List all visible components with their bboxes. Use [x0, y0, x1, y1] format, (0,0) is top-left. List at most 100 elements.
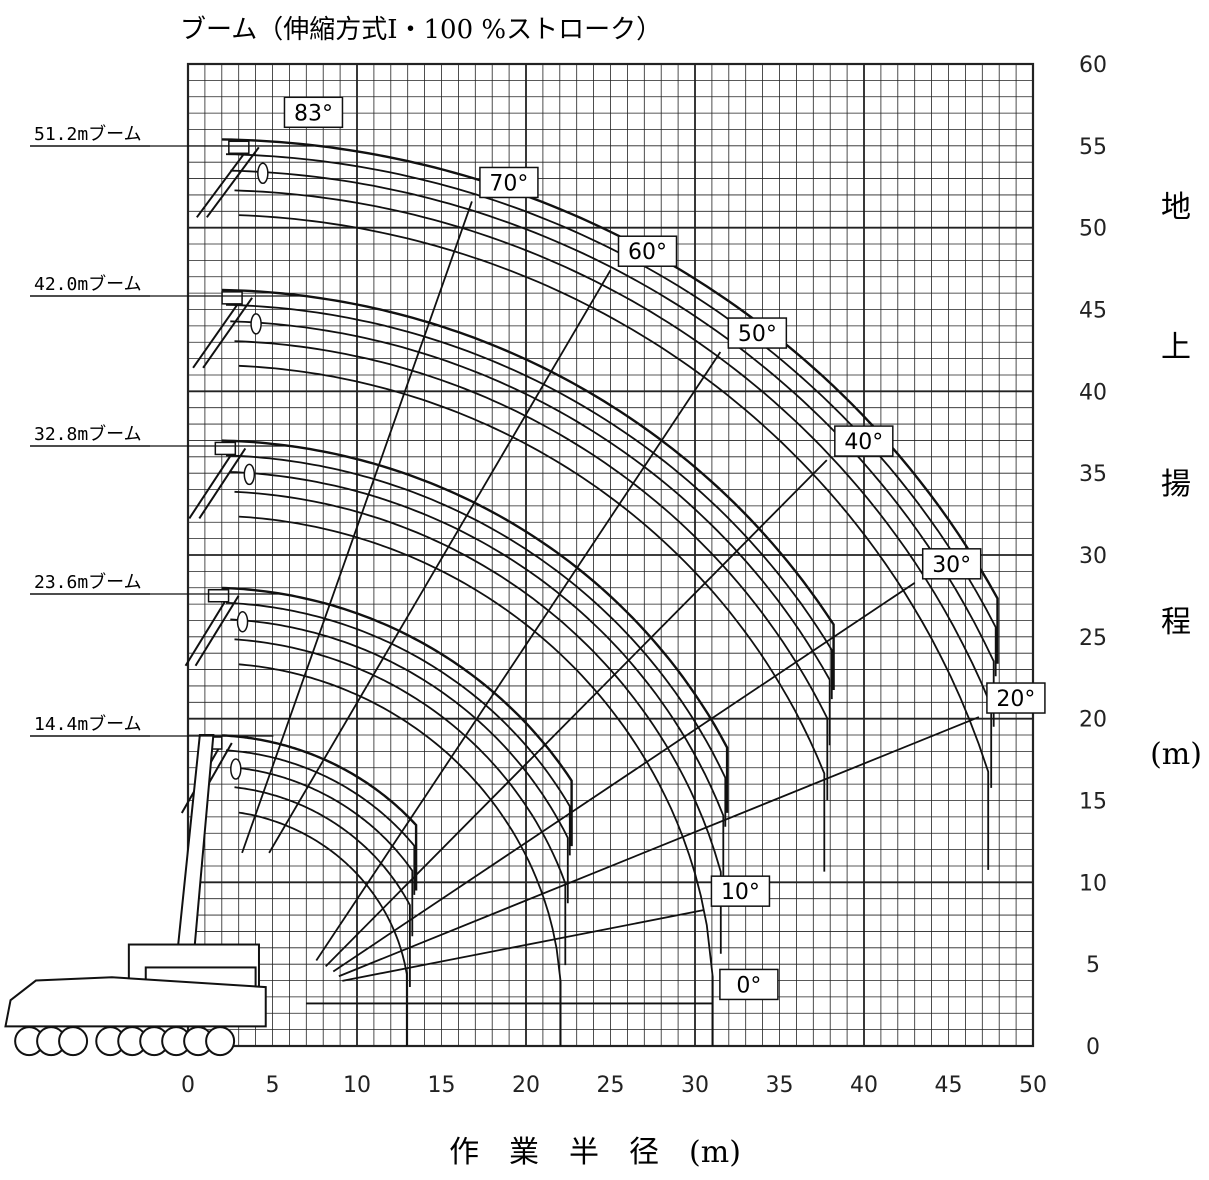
x-tick-label: 10	[343, 1073, 371, 1098]
angle-line	[315, 351, 722, 962]
boom-tip-curve	[225, 454, 727, 827]
boom-tip-curve	[234, 340, 829, 801]
x-tick-label: 40	[850, 1073, 878, 1098]
angle-label-box	[834, 425, 894, 457]
angle-label-box	[986, 682, 1046, 714]
boom-section	[196, 146, 250, 218]
y-tick-label: 50	[1079, 217, 1107, 242]
angle-label-box	[283, 96, 344, 129]
x-tick-label: 30	[681, 1073, 709, 1098]
y-tick-label: 0	[1086, 1035, 1100, 1060]
boom-angle-lines: 0° 10° 20° 30° 40° 50° 60° 70° 83°	[241, 96, 1046, 1005]
boom-head	[214, 441, 237, 456]
x-tick-label: 50	[1019, 1073, 1047, 1098]
series-labels: 14.4mブーム 23.6mブーム 32.8mブーム 42.0mブーム 51.2mブーム	[30, 123, 314, 737]
boom-head	[228, 140, 250, 155]
hook-block	[230, 758, 242, 780]
x-tick-label: 0	[181, 1073, 195, 1098]
grid	[186, 62, 1035, 1048]
y-tick-label: 20	[1079, 708, 1107, 733]
boom-tip-curve	[221, 288, 835, 690]
boom-tip-curve	[221, 734, 418, 891]
angle-line	[325, 459, 828, 967]
axis-ticks: 0 5 10 15 20 25 30 35 40 45 50 0 5 10 15 20 25 30 35 40 45 50…	[181, 53, 1107, 1098]
angle-label-box	[479, 166, 539, 199]
boom-section	[192, 297, 243, 369]
angle-line	[241, 201, 473, 854]
boom-section	[188, 447, 237, 519]
boom-tip-curve	[238, 364, 826, 872]
wheel	[58, 1026, 89, 1057]
angle-label: 20°	[996, 687, 1035, 712]
y-tick-label: 35	[1079, 462, 1107, 487]
hook-block	[257, 162, 269, 185]
series-label: 32.8mブーム	[34, 423, 142, 445]
y-axis-title-char: 揚	[1161, 467, 1191, 502]
boom-tip-curves	[221, 138, 999, 1046]
angle-label: 60°	[628, 240, 667, 265]
boom-head	[207, 588, 230, 603]
angle-label: 30°	[932, 553, 971, 578]
angle-label-box	[727, 317, 788, 349]
angle-label: 70°	[489, 171, 528, 196]
x-tick-label: 15	[428, 1073, 456, 1098]
boom-tip-curve	[238, 515, 714, 1046]
carrier-body	[4, 976, 267, 1028]
boom-section	[198, 447, 247, 519]
x-tick-label: 35	[766, 1073, 794, 1098]
boom-tip-curve	[230, 618, 569, 904]
boom-tip-curve	[225, 749, 416, 895]
boom-section	[202, 297, 253, 369]
y-tick-label: 5	[1086, 953, 1100, 978]
angle-label-box	[617, 235, 678, 267]
angle-line	[268, 269, 612, 854]
series-label: 42.0mブーム	[34, 273, 142, 295]
boom-tip-curve	[238, 214, 990, 870]
y-axis-title-char: 地	[1161, 190, 1191, 225]
angle-line	[342, 909, 704, 982]
series-label: 23.6mブーム	[34, 571, 142, 593]
angle-label: 40°	[844, 430, 883, 455]
y-tick-label: 25	[1079, 626, 1107, 651]
x-tick-label: 5	[266, 1073, 280, 1098]
boom-tip-curve	[225, 303, 833, 700]
y-tick-label: 45	[1079, 299, 1107, 324]
chart-title: ブーム（伸縮方式Ⅰ・100 %ストローク）	[180, 15, 662, 45]
x-tick-label: 25	[597, 1073, 625, 1098]
hook-block	[243, 463, 256, 486]
boom-tip-curve	[234, 490, 722, 954]
boom-tip-curve	[234, 638, 567, 966]
boom-section	[184, 595, 230, 667]
angle-label-box	[710, 875, 771, 907]
boom-section	[194, 595, 240, 667]
boom-tip-curve	[238, 663, 562, 1046]
x-tick-label: 20	[512, 1073, 540, 1098]
boom-tip-curve	[230, 766, 414, 937]
y-axis-title-char: 上	[1161, 330, 1191, 365]
boom-head	[221, 291, 243, 305]
y-axis-title-char: (m)	[1150, 737, 1202, 772]
boom-tip-curve	[230, 471, 725, 881]
y-tick-label: 55	[1079, 135, 1107, 160]
series-label: 51.2mブーム	[34, 123, 142, 145]
boom-tip-curve	[238, 811, 408, 1046]
boom-tip-curve	[225, 601, 571, 856]
x-tick-label: 45	[935, 1073, 963, 1098]
angle-line	[332, 582, 916, 973]
angle-label-box	[921, 548, 982, 580]
boom-tip-curve	[230, 169, 995, 727]
boom-tip-curve	[234, 189, 993, 788]
angle-label-box	[719, 968, 779, 1001]
angle-label: 10°	[721, 880, 760, 905]
x-axis-title: 作 業 半 径 (m)	[449, 1135, 741, 1170]
angle-label: 50°	[738, 322, 777, 347]
boom-tip-curve	[230, 320, 831, 746]
y-tick-label: 60	[1079, 53, 1107, 78]
angle-label: 83°	[294, 101, 333, 126]
y-tick-label: 30	[1079, 544, 1107, 569]
y-tick-label: 40	[1079, 380, 1107, 405]
y-tick-label: 15	[1079, 790, 1107, 815]
